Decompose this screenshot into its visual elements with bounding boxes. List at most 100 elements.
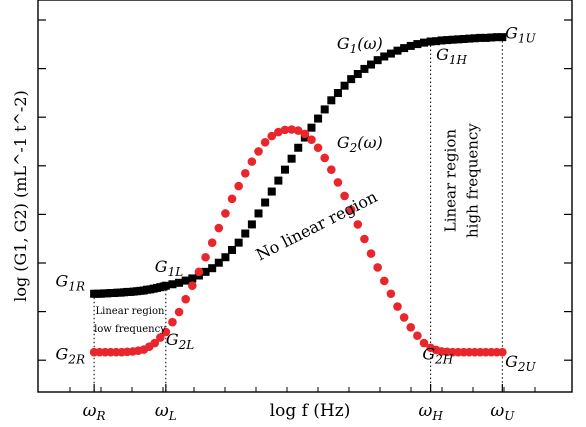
g2-point [393, 302, 402, 311]
g1-point [448, 35, 457, 44]
g2-point [346, 205, 356, 215]
g2-point [156, 333, 165, 342]
g1-point [228, 245, 237, 254]
g1-point [333, 89, 342, 97]
g1-point [413, 40, 422, 49]
g2-point [333, 178, 343, 187]
g1-point [476, 33, 485, 42]
g1-point [320, 105, 329, 114]
annotation: G2U [505, 352, 536, 374]
g1-point [261, 198, 270, 207]
y-axis-label: log (G1, G2) (mL^-1 t^-2) [11, 90, 30, 302]
g2-point [340, 191, 349, 201]
annotation: G2R [56, 344, 85, 366]
plot-frame [37, 0, 573, 393]
g2-point [207, 238, 217, 247]
g2-point [353, 220, 363, 229]
x-tick-label: ωL [155, 401, 177, 423]
g2-point [234, 181, 243, 191]
g2-point [247, 157, 257, 166]
g1-point [373, 56, 382, 65]
g1-point [386, 49, 395, 58]
g2-point [379, 276, 389, 286]
g1-point [314, 114, 323, 123]
g1-point [347, 75, 356, 84]
g2-point [406, 323, 416, 332]
g1-point [181, 276, 190, 285]
g1-point [437, 36, 446, 45]
g1-point [470, 34, 479, 43]
g1-point [294, 143, 303, 152]
high-frequency-label: Linear region [441, 129, 459, 233]
annotation: G1(ω) [337, 34, 383, 56]
g1-point [360, 64, 369, 73]
g2-point [293, 126, 303, 135]
g1-point [426, 37, 435, 46]
g1-point [307, 123, 316, 132]
g1-point [492, 33, 501, 42]
low-frequency-label: low frequency [94, 324, 166, 335]
x-tick-label: ωH [418, 401, 443, 423]
x-tick-label: ωR [83, 401, 106, 423]
g2-point [399, 313, 409, 322]
g1-point [454, 35, 463, 44]
g2-point [260, 137, 270, 147]
g2-point [221, 209, 230, 218]
g2-point [267, 131, 277, 141]
annotation: G2L [166, 330, 194, 352]
g2-point [280, 125, 290, 135]
g1-point [487, 33, 496, 42]
g1-point [406, 41, 415, 50]
g1-point [214, 258, 223, 267]
g2-point [254, 147, 263, 156]
g1-point [340, 81, 349, 90]
g1-point [353, 70, 362, 79]
g2-point [360, 234, 369, 244]
g1-point [175, 278, 184, 287]
annotation: G1U [505, 23, 536, 45]
g2-point [188, 281, 197, 291]
g1-point [419, 38, 428, 47]
g2-point [413, 331, 422, 341]
g1-point [188, 274, 197, 283]
g2-point [194, 267, 204, 277]
g1-point [208, 264, 217, 273]
g2-point [320, 153, 330, 163]
g1-point [443, 36, 452, 45]
g2-point [168, 317, 177, 327]
g1-point [161, 281, 170, 290]
g2-point [274, 127, 283, 137]
g2-point [313, 143, 323, 153]
g2-point [300, 129, 310, 139]
x-tick-label: ωU [490, 401, 515, 423]
high-frequency-label: high frequency [464, 123, 482, 238]
g1-point [274, 176, 283, 185]
g1-point [287, 154, 296, 163]
g1-point [432, 37, 441, 46]
g1-point [247, 220, 256, 229]
series-layer [89, 33, 507, 357]
g2-point [307, 135, 316, 145]
g1-point [481, 33, 490, 42]
g2-point [287, 125, 296, 134]
g2-point [161, 327, 171, 337]
annotation: G1H [436, 45, 467, 67]
g2-point [419, 338, 429, 348]
annotation: G1R [56, 271, 85, 293]
g1-point [380, 52, 389, 61]
g1-point [221, 253, 230, 262]
g2-point [150, 338, 160, 348]
g2-point [181, 294, 190, 304]
g2-point [366, 249, 376, 258]
low-frequency-label: Linear region [96, 306, 165, 317]
g1-point [254, 209, 263, 218]
g1-point [280, 165, 289, 174]
g1-point [465, 34, 474, 43]
g1-point [327, 96, 336, 105]
y-ticks [38, 19, 572, 361]
g2-point [373, 263, 382, 272]
g2-point [201, 252, 210, 262]
g1-point [267, 187, 276, 196]
